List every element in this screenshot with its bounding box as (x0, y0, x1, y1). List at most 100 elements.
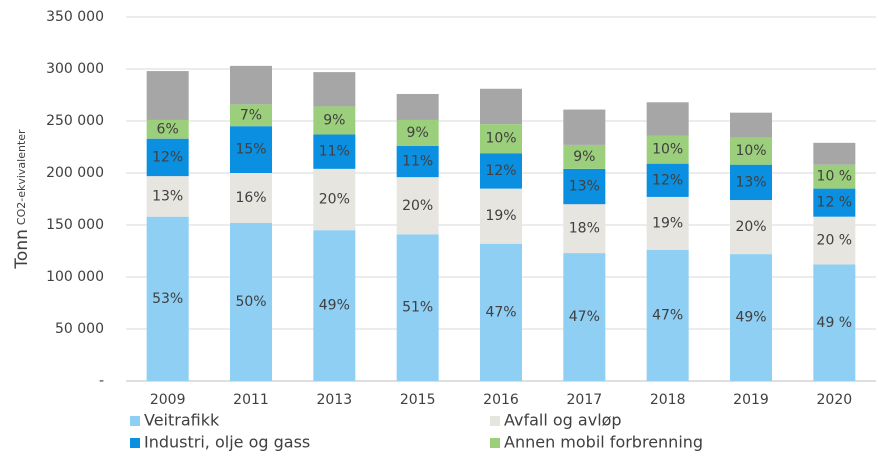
share-label: 49% (319, 298, 350, 314)
bar-segment (563, 109, 606, 145)
bar-segment (730, 112, 772, 138)
bar-segment (563, 204, 606, 254)
bar-segment (480, 88, 522, 125)
share-label: 7% (240, 107, 262, 123)
share-label: 11% (319, 144, 350, 160)
bar-segment (146, 216, 189, 381)
bar-segment (730, 164, 772, 201)
share-label: 11% (402, 154, 433, 170)
bar-segment (146, 71, 189, 120)
share-label: 15% (235, 142, 266, 158)
share-label: 12% (652, 172, 683, 188)
share-label: 19% (485, 208, 516, 224)
bar-segment (230, 104, 272, 127)
bar-segment (480, 188, 522, 244)
bar-segment (313, 106, 356, 135)
share-label: 47% (485, 304, 516, 320)
share-label: 12 % (817, 195, 853, 211)
bar-segment (646, 196, 689, 250)
bar-segment (563, 168, 606, 205)
share-label: 12% (485, 163, 516, 179)
legend-label: Avfall og avløp (504, 411, 622, 430)
bar-segment (230, 126, 272, 173)
bar-segment (646, 102, 689, 136)
share-label: 49 % (817, 315, 853, 331)
legend-swatch (490, 416, 500, 426)
share-label: 20% (735, 219, 766, 235)
bar-segment (230, 173, 272, 223)
bar-segment (480, 124, 522, 154)
y-tick-label: 250 000 (46, 113, 104, 129)
legend-swatch (130, 416, 140, 426)
bar-segment (813, 216, 856, 265)
x-tick-label: 2018 (650, 392, 686, 408)
bar-segment (730, 200, 772, 255)
share-label: 53% (152, 291, 183, 307)
share-label: 47% (569, 309, 600, 325)
y-tick-label: - (99, 373, 104, 389)
bar-segment (480, 243, 522, 381)
bar-segment (730, 137, 772, 165)
bar-segment (646, 135, 689, 164)
x-tick-label: 2020 (817, 392, 853, 408)
bar-segment (813, 142, 856, 165)
share-label: 13% (569, 179, 600, 195)
bar-segment (230, 222, 272, 381)
y-label-main: Tonn (12, 229, 32, 269)
legend-label: Industri, olje og gass (144, 433, 310, 452)
share-label: 47% (652, 307, 683, 323)
bar-segment (396, 93, 439, 120)
share-label: 50% (235, 294, 266, 310)
y-tick-label: 200 000 (46, 165, 104, 181)
share-label: 9% (407, 125, 429, 141)
share-label: 6% (157, 121, 179, 137)
x-tick-label: 2019 (733, 392, 769, 408)
bar-segment (563, 253, 606, 381)
share-label: 12% (152, 149, 183, 165)
share-label: 18% (569, 221, 600, 237)
bar-segment (313, 72, 356, 107)
bar-segment (313, 230, 356, 381)
bar-segment (646, 163, 689, 197)
bar-segment (813, 188, 856, 217)
legend-swatch (130, 438, 140, 448)
legend-swatch (490, 438, 500, 448)
share-label: 9% (573, 149, 595, 165)
bar-segment (646, 249, 689, 381)
bar-segment (146, 119, 189, 139)
share-label: 20% (402, 198, 433, 214)
x-tick-label: 2009 (150, 392, 186, 408)
share-label: 20% (319, 192, 350, 208)
bar-segment (396, 177, 439, 235)
x-tick-label: 2013 (317, 392, 353, 408)
bar-segment (813, 164, 856, 189)
legend-label: Veitrafikk (144, 411, 220, 430)
bar-segment (396, 119, 439, 146)
share-label: 13% (152, 188, 183, 204)
x-tick-label: 2017 (567, 392, 603, 408)
bar-segment (480, 153, 522, 189)
y-tick-label: 300 000 (46, 61, 104, 77)
share-label: 10 % (817, 169, 853, 185)
share-label: 19% (652, 215, 683, 231)
share-label: 9% (323, 112, 345, 128)
y-axis-label: Tonn CO2-ekvivalenter (12, 129, 32, 270)
y-tick-label: 50 000 (55, 321, 104, 337)
bar-segment (313, 168, 356, 231)
x-tick-label: 2011 (233, 392, 269, 408)
share-label: 20 % (817, 233, 853, 249)
share-label: 10% (485, 131, 516, 147)
share-label: 10% (652, 142, 683, 158)
bar-segment (396, 234, 439, 381)
bar-segment (563, 144, 606, 169)
bar-segment (396, 145, 439, 178)
y-tick-label: 350 000 (46, 9, 104, 25)
share-label: 13% (735, 174, 766, 190)
legend-label: Annen mobil forbrenning (504, 433, 703, 452)
share-label: 10% (735, 143, 766, 159)
bar-segment (313, 134, 356, 169)
share-label: 49% (735, 310, 766, 326)
y-label-unit: CO2-ekvivalenter (15, 129, 28, 225)
x-tick-label: 2016 (483, 392, 519, 408)
y-tick-label: 100 000 (46, 269, 104, 285)
